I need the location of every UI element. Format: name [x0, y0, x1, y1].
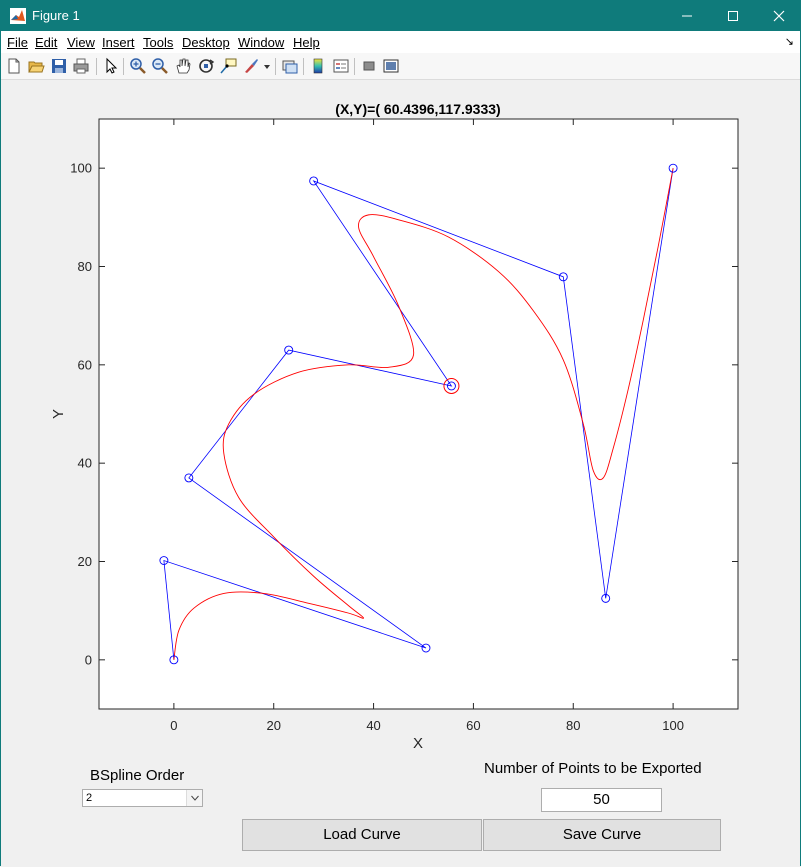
y-tick-label: 40: [78, 456, 92, 471]
x-tick-label: 40: [366, 718, 380, 733]
menu-file[interactable]: File: [7, 35, 28, 50]
menu-window[interactable]: Window: [238, 35, 285, 50]
open-file-icon[interactable]: [27, 57, 45, 75]
toolbar-separator: [96, 58, 97, 75]
bspline-order-label: BSpline Order: [90, 767, 185, 784]
control-point-marker: [284, 345, 294, 355]
y-tick-label: 60: [78, 357, 92, 372]
bspline-curve-line: [173, 168, 674, 660]
y-tick-label: 20: [78, 554, 92, 569]
show-plot-tools-icon[interactable]: [382, 57, 400, 75]
axes-frame: [98, 118, 739, 710]
toolbar-separator: [354, 58, 355, 75]
menu-edit[interactable]: Edit: [35, 35, 58, 50]
control-point-marker: [169, 655, 179, 665]
chevron-down-icon[interactable]: [186, 790, 202, 806]
minimize-button[interactable]: [664, 1, 710, 31]
menu-view[interactable]: View: [67, 35, 95, 50]
selected-point-marker: [443, 377, 460, 394]
matlab-logo-icon: [10, 8, 26, 24]
load-curve-button[interactable]: Load Curve: [242, 819, 482, 851]
x-tick-label: 0: [170, 718, 177, 733]
close-icon: [773, 10, 785, 22]
x-tick-label: 80: [566, 718, 580, 733]
y-tick-label: 0: [85, 652, 92, 667]
export-points-input[interactable]: 50: [541, 788, 662, 812]
menu-bar: File Edit View Insert Tools Desktop Wind…: [1, 31, 800, 53]
plot-title: (X,Y)=( 60.4396,117.9333): [335, 101, 500, 117]
zoom-out-icon[interactable]: [151, 57, 169, 75]
plot-data: [159, 163, 678, 665]
bspline-order-select[interactable]: 2: [82, 789, 203, 807]
x-axis-label: X: [413, 735, 423, 752]
figure-canvas: (X,Y)=( 60.4396,117.9333) 0 20 40 60 80 100 0 2…: [1, 81, 800, 867]
brush-icon[interactable]: [242, 57, 260, 75]
toolbar-separator: [303, 58, 304, 75]
title-bar[interactable]: Figure 1: [1, 1, 800, 31]
window-title: Figure 1: [32, 8, 80, 23]
link-plot-icon[interactable]: [281, 57, 299, 75]
minimize-icon: [682, 15, 692, 17]
new-figure-icon[interactable]: [5, 57, 23, 75]
control-point-marker: [558, 272, 568, 282]
axis-ticks: 0 20 40 60 80 100 0 20 40 60 80 100: [70, 119, 738, 733]
hide-plot-tools-icon[interactable]: [360, 57, 378, 75]
menu-desktop[interactable]: Desktop: [182, 35, 230, 50]
legend-icon[interactable]: [332, 57, 350, 75]
save-icon[interactable]: [50, 57, 68, 75]
toolbar-separator: [123, 58, 124, 75]
bspline-order-value: 2: [86, 792, 93, 804]
axes-box: [98, 118, 739, 710]
control-point-marker: [159, 556, 169, 565]
maximize-button[interactable]: [710, 1, 756, 31]
maximize-icon: [728, 11, 738, 21]
data-cursor-icon[interactable]: [219, 57, 237, 75]
plot-axes[interactable]: (X,Y)=( 60.4396,117.9333) 0 20 40 60 80 100 0 2…: [1, 81, 800, 761]
menu-help[interactable]: Help: [293, 35, 320, 50]
pan-icon[interactable]: [174, 57, 192, 75]
menu-tools[interactable]: Tools: [143, 35, 174, 50]
toolbar-separator: [275, 58, 276, 75]
colorbar-icon[interactable]: [309, 57, 327, 75]
zoom-in-icon[interactable]: [129, 57, 147, 75]
y-tick-label: 80: [78, 259, 92, 274]
y-tick-label: 100: [70, 161, 92, 176]
control-point-marker: [309, 176, 319, 186]
control-point-marker: [446, 381, 456, 391]
brush-dropdown-icon[interactable]: [263, 57, 271, 75]
save-curve-button[interactable]: Save Curve: [483, 819, 721, 851]
x-tick-label: 60: [466, 718, 480, 733]
y-axis-label: Y: [50, 409, 67, 419]
rotate-3d-icon[interactable]: [197, 57, 215, 75]
control-point-marker: [421, 643, 431, 653]
control-polygon-line: [163, 168, 674, 660]
pointer-icon[interactable]: [102, 57, 120, 75]
close-button[interactable]: [756, 1, 801, 31]
export-points-label: Number of Points to be Exported: [484, 760, 702, 777]
print-icon[interactable]: [72, 57, 90, 75]
control-point-marker: [184, 473, 194, 483]
x-tick-label: 20: [266, 718, 280, 733]
control-point-marker: [668, 163, 678, 173]
figure-toolbar: [1, 53, 800, 80]
x-tick-label: 100: [662, 718, 684, 733]
dock-arrow-icon[interactable]: ↘: [784, 36, 794, 48]
control-point-marker: [601, 593, 611, 603]
menu-insert[interactable]: Insert: [102, 35, 135, 50]
